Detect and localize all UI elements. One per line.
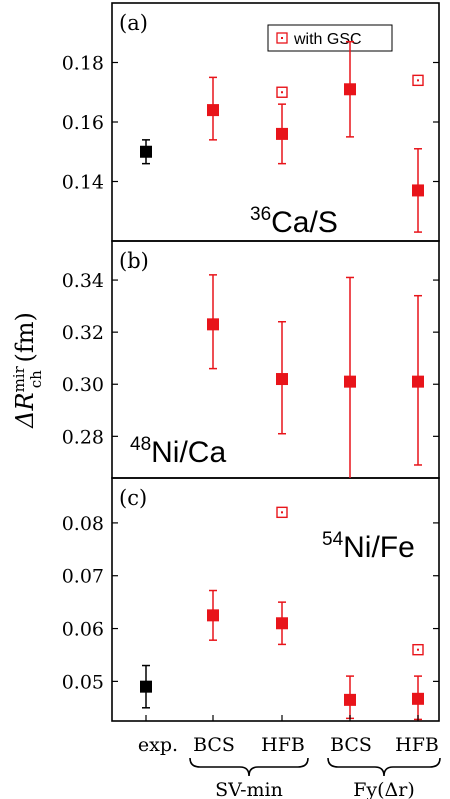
category-label-exp: exp. <box>138 734 178 756</box>
panel-b-letter: (b) <box>119 249 149 273</box>
panel-c-letter: (c) <box>119 486 147 510</box>
brace-sv-min <box>189 757 309 777</box>
panel-a-nucleus-name: Ca/S <box>271 206 338 239</box>
panel-b-nucleus-name: Ni/Ca <box>151 436 226 469</box>
panel-c-sv-min-hfb-point <box>276 617 288 630</box>
legend-dot-icon <box>281 37 283 39</box>
panel-c-fy-r-hfb-point <box>412 692 424 705</box>
panel-a-sv-min-hfb-point <box>276 127 288 140</box>
chart-marks: 0.14 0.16 0.18 0.28 0.30 0.32 0.34 0.05 0.06 0.07… <box>62 40 439 721</box>
panel-c-nucleus-mass: 54 <box>322 529 344 550</box>
panel-a-exp-point <box>140 145 152 158</box>
panel-b-nucleus-label: 48Ni/Ca <box>130 434 226 469</box>
group-label-sv-min: SV-min <box>215 779 283 799</box>
brace-fy <box>327 757 441 777</box>
panel-a-nucleus-mass: 36 <box>250 204 271 225</box>
panel-c-sv-min-hfb-gsc-point-dot <box>281 511 283 514</box>
legend-box <box>267 24 393 52</box>
y-axis-label-sup: mir <box>10 365 28 392</box>
panel-b-fy-r-hfb-point <box>412 375 424 388</box>
group-label-fy: Fy(Δr) <box>353 779 415 799</box>
panel-b-sv-min-hfb-point <box>276 373 288 386</box>
panel-b-ytick-label: 0.34 <box>62 270 104 292</box>
panel-c-frame <box>111 477 440 722</box>
panel-a-sv-min-bcs-point <box>207 104 219 117</box>
panel-c-nucleus-label: 54Ni/Fe <box>322 529 415 564</box>
panel-c-exp-point <box>140 680 152 693</box>
panel-a-fy-r-hfb-point <box>412 184 424 197</box>
panel-c-nucleus-name: Ni/Fe <box>343 531 415 564</box>
y-axis-label-unit: (fm) <box>11 312 39 370</box>
panel-b-ytick-label: 0.30 <box>62 374 104 396</box>
panel-c-ytick-label: 0.06 <box>62 619 104 641</box>
panel-a-ytick-label: 0.16 <box>62 112 104 134</box>
panel-a-letter: (a) <box>119 11 148 35</box>
panel-a-ytick-label: 0.14 <box>62 172 104 194</box>
panel-c-sv-min-bcs-point <box>207 609 219 622</box>
legend-label: with GSC <box>293 31 362 48</box>
category-label-svmin-hfb: HFB <box>261 734 305 756</box>
panel-c-fy-r-bcs-point <box>344 693 356 706</box>
panel-b-sv-min-bcs-point <box>207 318 219 331</box>
panel-b-ytick-label: 0.28 <box>62 426 104 448</box>
panel-a-fy-r-bcs-point <box>344 83 356 96</box>
panel-c-ytick-label: 0.05 <box>62 671 104 693</box>
panel-c-ytick-label: 0.07 <box>62 566 104 588</box>
panel-b-ytick-label: 0.32 <box>62 322 104 344</box>
panel-b-fy-r-bcs-point <box>344 375 356 388</box>
category-label-svmin-bcs: BCS <box>193 734 235 756</box>
panel-c-fy-r-hfb-gsc-point-dot <box>417 648 419 651</box>
panel-a-ytick-label: 0.18 <box>62 53 104 75</box>
panel-c-ytick-label: 0.08 <box>62 513 104 535</box>
y-axis-label: ΔRmirch (fm) <box>10 312 45 429</box>
panel-a-nucleus-label: 36Ca/S <box>250 204 338 239</box>
y-axis-label-main: ΔR <box>11 392 39 428</box>
category-label-fy-bcs: BCS <box>330 734 372 756</box>
category-label-fy-hfb: HFB <box>395 734 439 756</box>
panel-b-nucleus-mass: 48 <box>130 434 151 455</box>
legend: with GSC <box>267 24 393 52</box>
y-axis-label-sub: ch <box>27 370 45 388</box>
panel-a-sv-min-hfb-gsc-point-dot <box>281 91 283 94</box>
panel-a-fy-r-hfb-gsc-point-dot <box>417 79 419 82</box>
